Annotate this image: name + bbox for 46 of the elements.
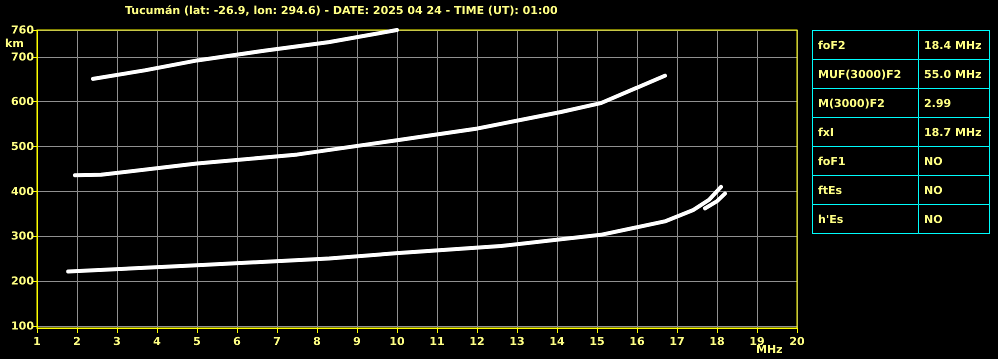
x-tick-label: 2 <box>73 335 81 348</box>
x-tick-label: 17 <box>669 335 685 348</box>
x-tick-label: 20 <box>789 335 805 348</box>
text: ftEs <box>812 176 918 204</box>
line-series <box>73 74 667 178</box>
text: NO <box>918 146 990 176</box>
x-tick-label: 18 <box>709 335 725 348</box>
text: 18.7 MHz <box>918 118 990 146</box>
x-tick-label: 3 <box>113 335 121 348</box>
y-tick-label: 500 <box>11 140 34 154</box>
line-series <box>91 28 399 81</box>
text: 2.99 <box>918 88 990 118</box>
y-axis-title: km <box>5 37 24 50</box>
x-tick-label: 16 <box>629 335 645 348</box>
text: foF1 <box>812 146 918 176</box>
x-tick-label: 15 <box>589 335 605 348</box>
x-tick-label: 11 <box>429 335 445 348</box>
x-tick-label: 4 <box>153 335 162 348</box>
text: 18.4 MHz <box>918 30 990 60</box>
text: h'Es <box>812 204 918 234</box>
x-tick-label: 14 <box>549 335 565 348</box>
y-tick-label: 300 <box>11 230 34 243</box>
y-tick-label: 760 <box>11 24 34 36</box>
y-tick-label: 200 <box>11 274 34 288</box>
text: foF2 <box>812 30 918 60</box>
y-tick-label: 600 <box>11 95 34 108</box>
x-tick-label: 5 <box>193 335 201 348</box>
x-tick-label: 6 <box>233 335 242 348</box>
y-tick-label: 100 <box>11 319 34 332</box>
text: 55.0 MHz <box>918 60 990 88</box>
line-series <box>66 184 723 274</box>
x-tick-label: 12 <box>469 335 485 348</box>
text: M(3000)F2 <box>812 88 918 118</box>
y-tick-label: 700 <box>11 50 34 64</box>
x-tick-label: 9 <box>353 335 361 348</box>
x-tick-label: 8 <box>313 335 321 348</box>
x-tick-label: 1 <box>33 335 41 348</box>
x-tick-label: 10 <box>389 335 405 348</box>
chart-title: Tucumán (lat: -26.9, lon: 294.6) - DATE: 2025 04 24 - TIME (UT): 01:00 <box>125 4 558 17</box>
x-tick-label: 13 <box>509 335 525 348</box>
text: NO <box>918 176 990 204</box>
text: NO <box>918 204 990 234</box>
text: fxI <box>812 118 918 146</box>
y-tick-label: 400 <box>11 184 34 198</box>
x-tick-label: 7 <box>273 335 281 348</box>
text: MUF(3000)F2 <box>812 60 918 88</box>
